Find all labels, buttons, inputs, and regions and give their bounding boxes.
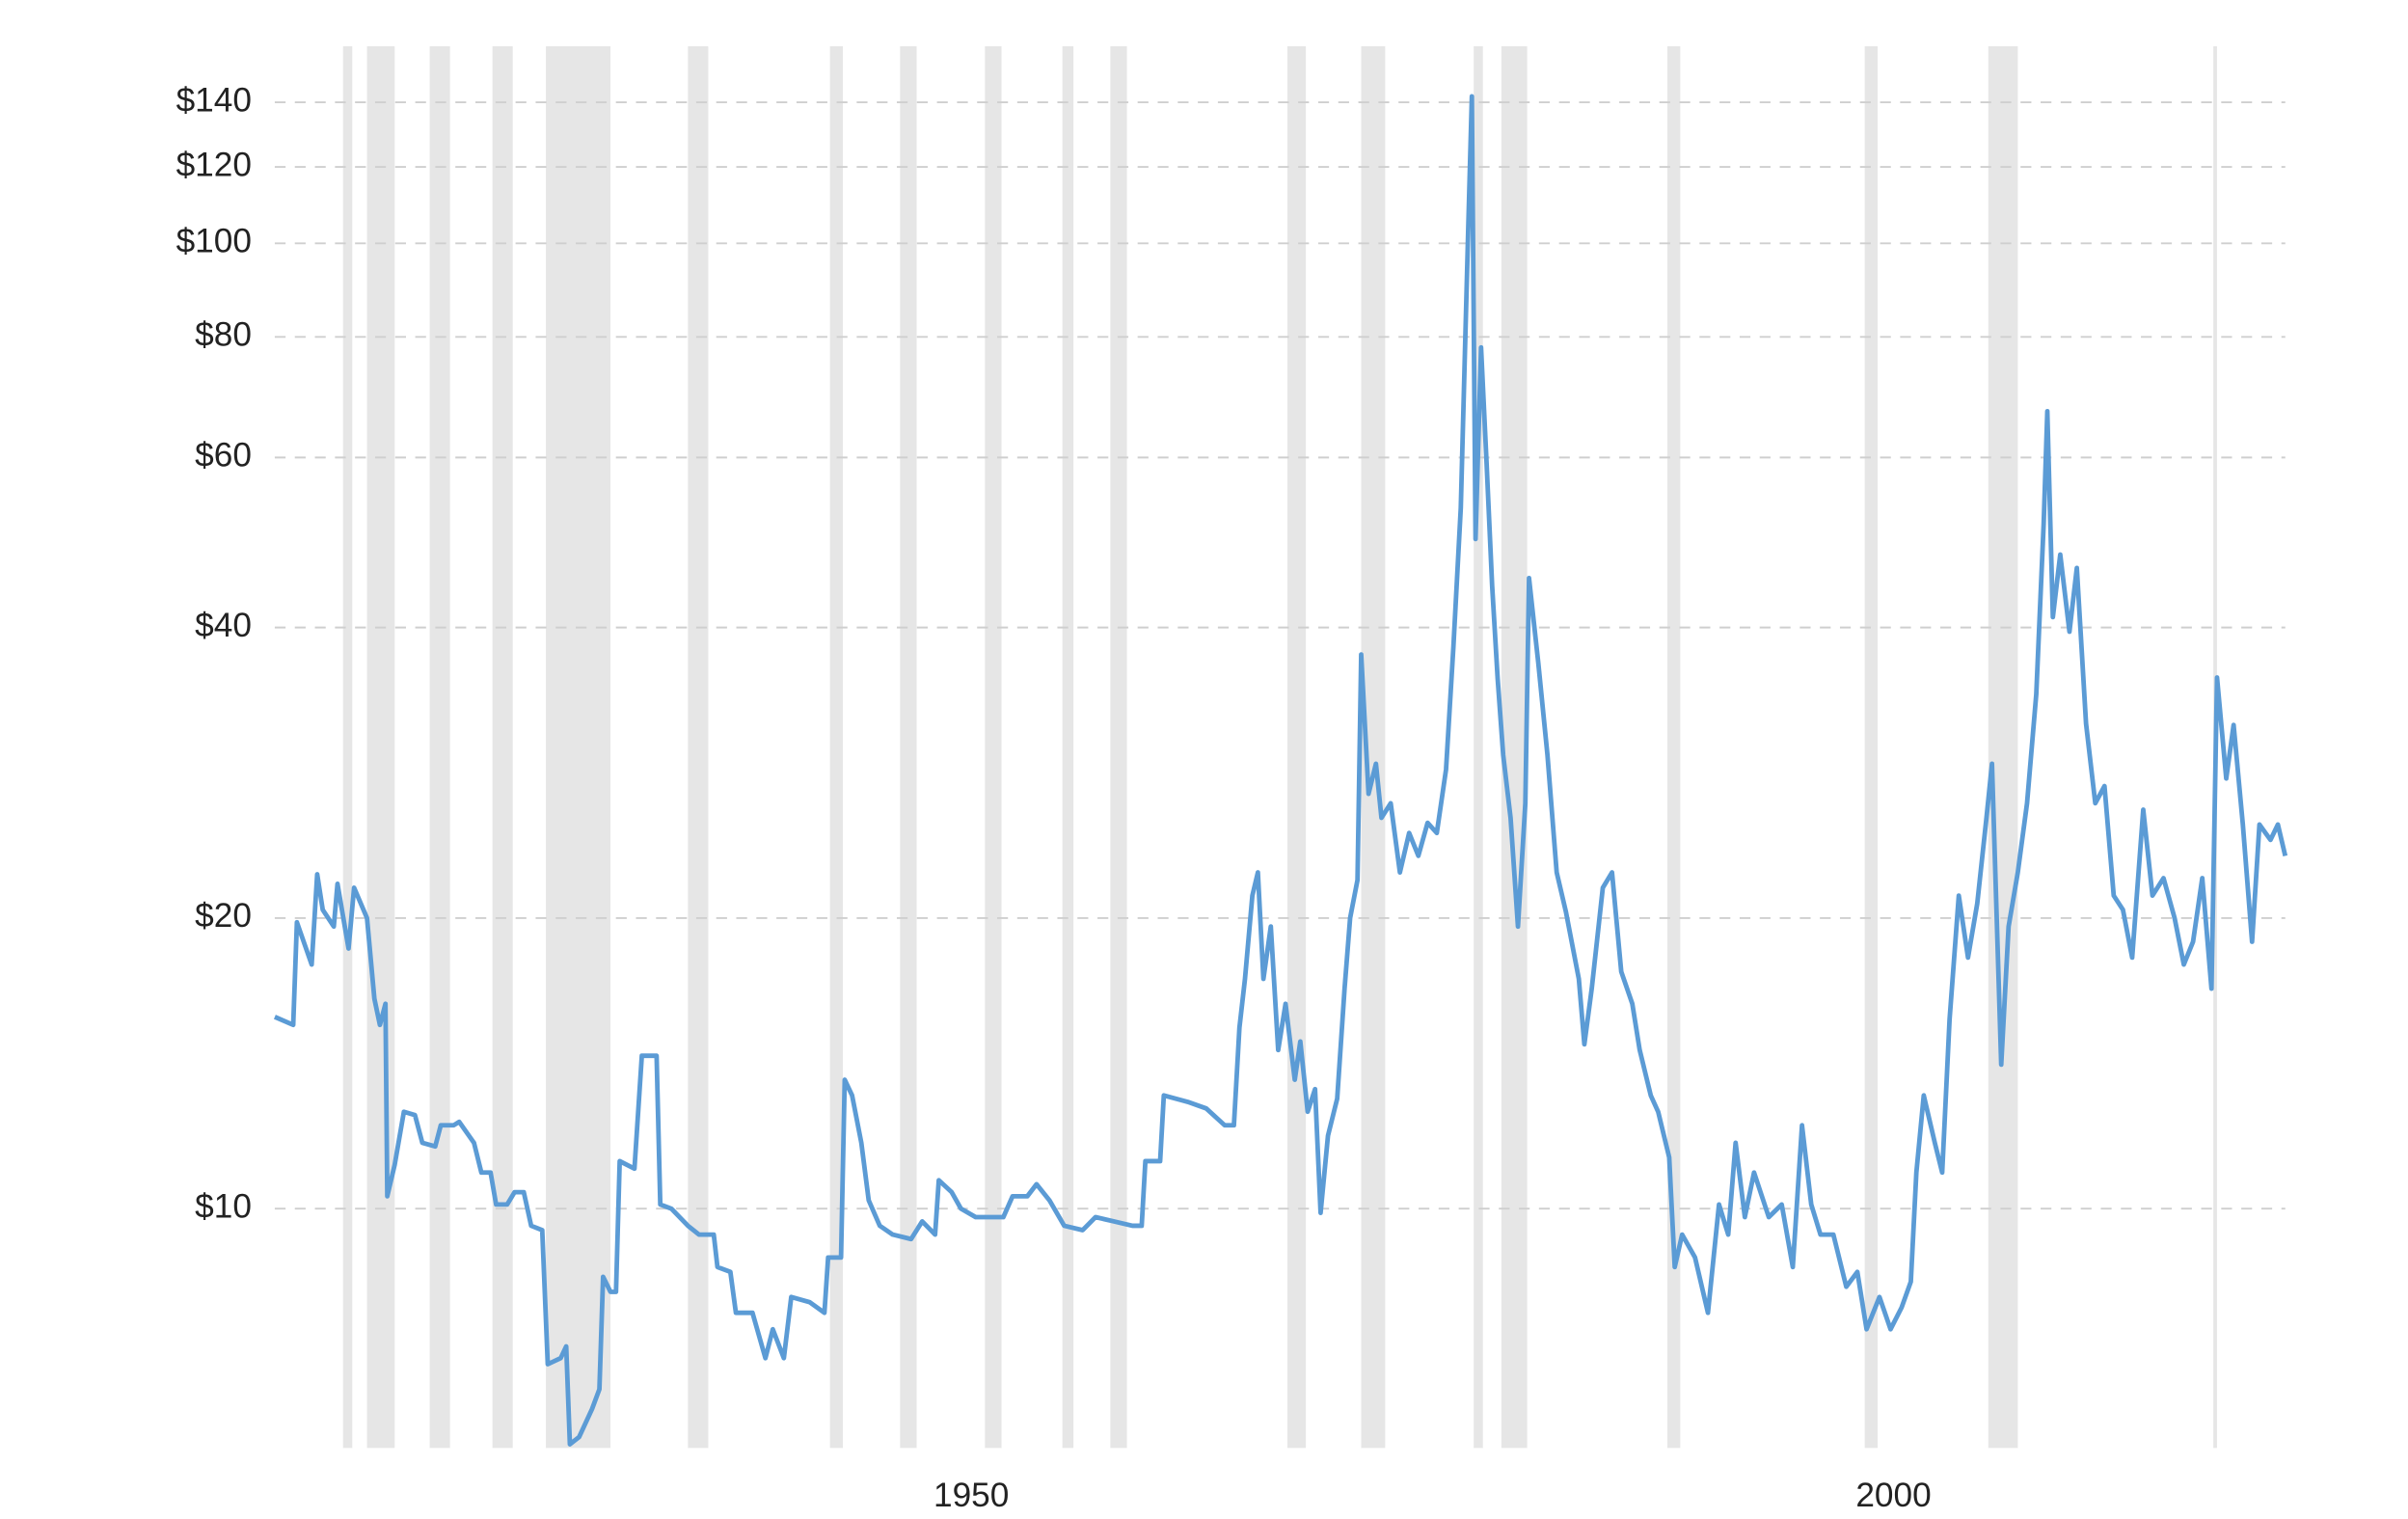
recession-band [1988,46,2018,1449]
y-tick-label: $20 [195,897,252,935]
recession-band [342,46,353,1449]
recession-band [1666,46,1681,1449]
y-tick-label: $60 [195,437,252,475]
recession-band [1501,46,1528,1449]
recession-band [1062,46,1074,1449]
x-tick-label: 2000 [1855,1477,1931,1514]
y-tick-label: $120 [176,146,252,183]
recession-band [688,46,709,1449]
price-line [273,94,2288,1447]
recession-band [829,46,844,1449]
recession-band [546,46,611,1449]
y-tick-label: $10 [195,1187,252,1225]
recession-band [492,46,513,1449]
recession-band [985,46,1002,1449]
recession-band [900,46,917,1449]
recession-band [1864,46,1879,1449]
y-tick-label: $40 [195,607,252,644]
y-tick-label: $140 [176,81,252,119]
x-tick-label: 1950 [933,1477,1009,1514]
y-tick-label: $100 [176,223,252,260]
recession-band [1286,46,1307,1449]
recession-band [366,46,395,1449]
recession-band [1474,46,1483,1449]
y-tick-label: $80 [195,316,252,354]
recession-band [429,46,450,1449]
recession-band [1110,46,1127,1449]
